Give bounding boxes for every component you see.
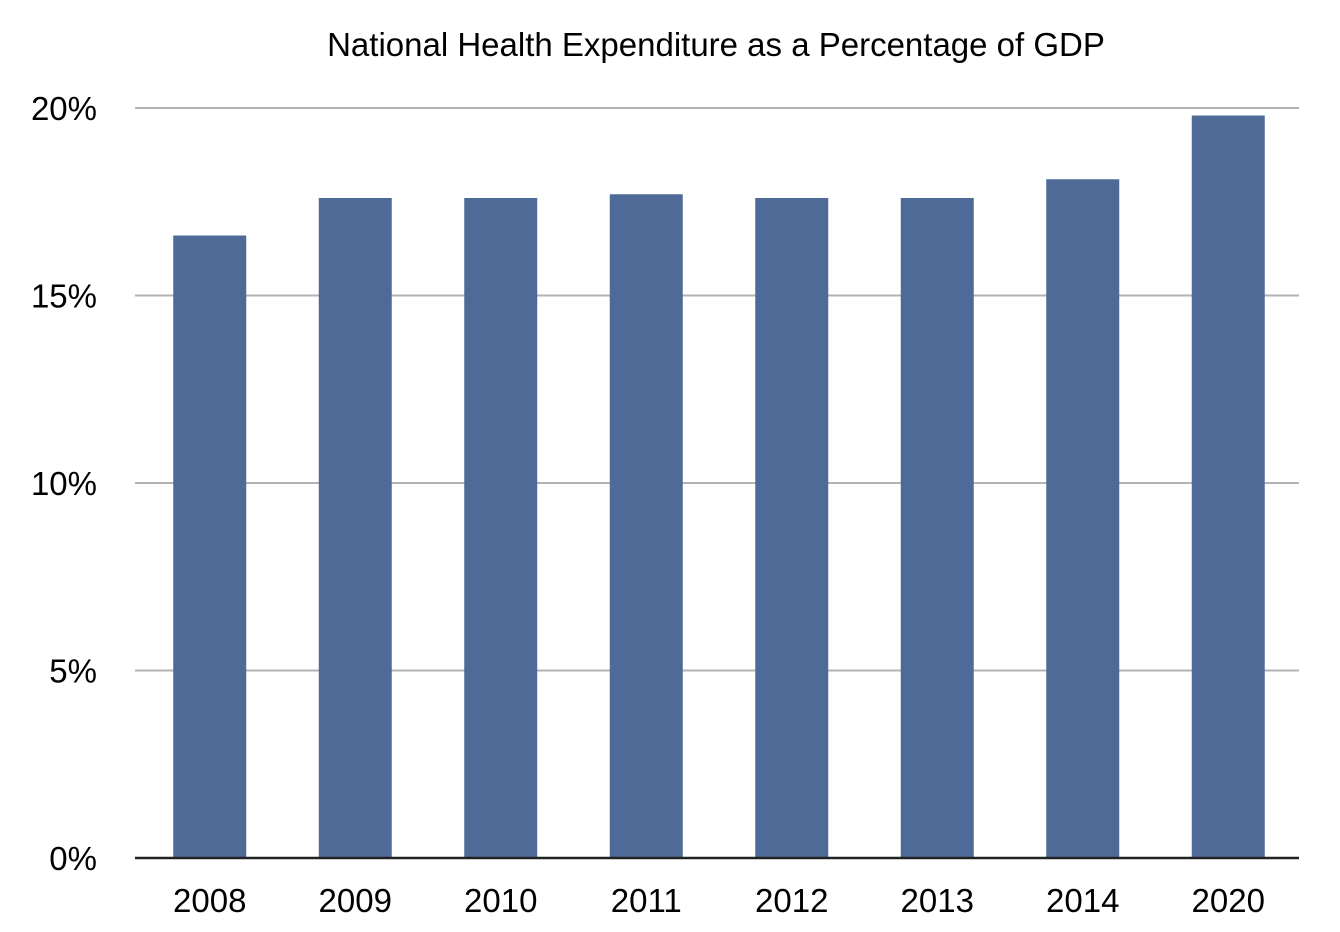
y-tick-label: 10% — [31, 465, 97, 502]
x-tick-label: 2014 — [1046, 882, 1119, 919]
x-tick-label: 2010 — [464, 882, 537, 919]
y-tick-label: 0% — [49, 840, 97, 877]
x-tick-label: 2009 — [319, 882, 392, 919]
bar-2011 — [609, 194, 683, 858]
bar-2010 — [464, 198, 538, 858]
x-tick-label: 2008 — [173, 882, 246, 919]
bar-2020 — [1191, 115, 1265, 858]
y-tick-label: 5% — [49, 653, 97, 690]
bar-2008 — [173, 235, 247, 858]
bar-2012 — [755, 198, 829, 858]
y-axis-ticks: 0% 5% 10% 15% 20% — [31, 90, 97, 877]
x-tick-label: 2013 — [901, 882, 974, 919]
y-tick-label: 20% — [31, 90, 97, 127]
bars — [173, 115, 1265, 858]
bar-2013 — [900, 198, 974, 858]
bar-2009 — [318, 198, 392, 858]
x-tick-label: 2020 — [1192, 882, 1265, 919]
bar-2014 — [1046, 179, 1120, 858]
x-tick-label: 2012 — [755, 882, 828, 919]
gridlines — [135, 107, 1299, 672]
chart-title: National Health Expenditure as a Percent… — [327, 26, 1105, 63]
y-tick-label: 15% — [31, 278, 97, 315]
x-tick-label: 2011 — [611, 882, 682, 919]
x-axis-ticks: 2008 2009 2010 2011 2012 2013 2014 2020 — [173, 882, 1265, 919]
